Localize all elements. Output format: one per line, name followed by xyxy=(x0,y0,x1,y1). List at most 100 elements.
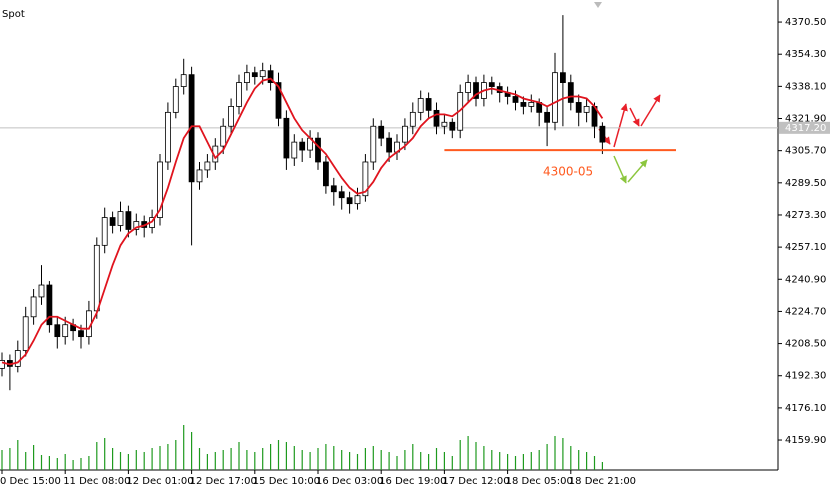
y-tick-label: 4321.90 xyxy=(785,114,826,125)
candle-body xyxy=(172,86,179,113)
moving-average xyxy=(1,77,604,366)
y-tick-label: 4305.70 xyxy=(785,146,826,157)
arrow xyxy=(640,94,661,127)
arrow xyxy=(613,155,627,184)
candle-body xyxy=(354,195,361,205)
candle-body xyxy=(267,70,274,83)
candle-body xyxy=(599,125,606,143)
candle-body xyxy=(473,82,479,99)
arrows xyxy=(598,94,661,184)
candle-body xyxy=(567,82,574,103)
y-tick-label: 4159.90 xyxy=(785,435,826,446)
candle-body xyxy=(291,141,298,159)
candle-body xyxy=(30,296,37,318)
y-tick-label: 4338.10 xyxy=(785,81,826,92)
arrow xyxy=(613,103,628,148)
candle-body xyxy=(188,74,195,183)
candle-body xyxy=(322,161,329,187)
shift-marker xyxy=(594,2,602,8)
candle-body xyxy=(283,117,290,159)
candle-body xyxy=(220,125,227,147)
candle-body xyxy=(449,121,456,131)
candle-body xyxy=(433,109,440,127)
y-tick-label: 4176.10 xyxy=(785,403,826,414)
candle-body xyxy=(117,211,124,226)
y-tick-label: 4370.50 xyxy=(785,17,826,28)
candles xyxy=(0,15,606,391)
candle-body xyxy=(78,330,84,338)
candle-body xyxy=(196,169,203,183)
x-tick-label: 0 Dec 15:00 xyxy=(0,476,61,485)
x-tick-label: 16 Dec 03:00 xyxy=(316,476,383,485)
y-tick-label: 4224.70 xyxy=(785,306,826,317)
last-price-label: 4317.20 xyxy=(785,123,826,134)
candle-body xyxy=(544,111,550,123)
candle-body xyxy=(157,161,163,218)
candle-body xyxy=(583,106,590,113)
x-tick-label: 18 Dec 21:00 xyxy=(569,476,636,485)
arrow xyxy=(627,159,648,183)
candle-body xyxy=(299,141,306,151)
candle-body xyxy=(552,72,558,123)
candle-body xyxy=(14,350,21,367)
candle-body xyxy=(46,284,53,326)
candle-body xyxy=(38,284,45,298)
last-price-box xyxy=(779,121,830,134)
candle-body xyxy=(315,137,321,163)
x-tick-label: 16 Dec 19:00 xyxy=(379,476,446,485)
y-tick-label: 4192.30 xyxy=(785,371,826,382)
candle-body xyxy=(346,197,353,205)
candle-body xyxy=(362,161,369,197)
candle-body xyxy=(93,244,100,312)
candle-body xyxy=(512,96,519,103)
candle-body xyxy=(338,191,345,199)
support-label: 4300-05 xyxy=(543,165,593,179)
candle-body xyxy=(488,82,495,87)
x-tick-label: 12 Dec 17:00 xyxy=(190,476,257,485)
x-tick-label: 15 Dec 10:00 xyxy=(253,476,320,485)
candle-body xyxy=(133,221,140,230)
candle-body xyxy=(22,316,29,351)
y-tick-label: 4289.50 xyxy=(785,178,826,189)
candle-body xyxy=(275,82,282,119)
candle-body xyxy=(243,72,250,83)
candle-body xyxy=(62,324,69,338)
candle-body xyxy=(465,82,472,93)
arrow xyxy=(629,107,640,127)
x-tick-label: 12 Dec 01:00 xyxy=(126,476,193,485)
candle-body xyxy=(560,72,566,83)
candle-body xyxy=(575,102,582,113)
candle-body xyxy=(330,185,337,193)
x-tick-label: 11 Dec 08:00 xyxy=(63,476,130,485)
candle-body xyxy=(109,217,116,226)
candle-body xyxy=(441,121,448,127)
x-tick-label: 18 Dec 05:00 xyxy=(506,476,573,485)
candle-body xyxy=(370,125,377,163)
candle-body xyxy=(251,72,258,78)
candle-body xyxy=(180,74,187,87)
candle-body xyxy=(236,82,242,107)
chart-title: Spot xyxy=(2,9,25,20)
candle-body xyxy=(409,111,416,127)
candle-body xyxy=(259,70,266,78)
y-tick-label: 4240.90 xyxy=(785,274,826,285)
candle-body xyxy=(528,102,535,107)
candle-body xyxy=(386,137,393,153)
y-tick-label: 4273.30 xyxy=(785,210,826,221)
candle-body xyxy=(228,106,235,127)
candle-body xyxy=(54,324,61,338)
y-tick-label: 4354.30 xyxy=(785,49,826,60)
candle-body xyxy=(425,98,432,111)
candle-body xyxy=(0,360,5,369)
candle-body xyxy=(417,98,424,113)
candle-body xyxy=(204,161,211,171)
candle-body xyxy=(401,125,408,143)
candle-body xyxy=(164,111,171,163)
volume-bars xyxy=(1,425,604,470)
candle-body xyxy=(101,217,108,246)
candle-body xyxy=(520,102,527,107)
candle-body xyxy=(125,211,132,230)
x-tick-label: 17 Dec 12:00 xyxy=(442,476,509,485)
